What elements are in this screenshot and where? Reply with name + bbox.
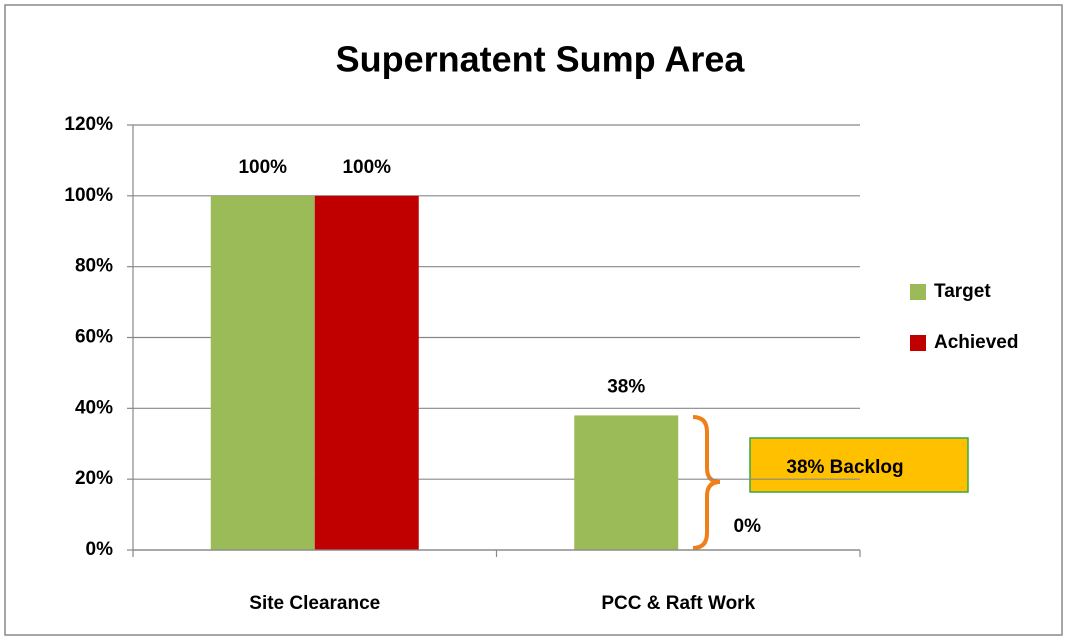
legend-label: Target	[934, 281, 991, 302]
y-tick-label: 120%	[64, 114, 113, 135]
chart-border	[4, 4, 1063, 636]
x-tick-label: Site Clearance	[249, 593, 380, 614]
data-label: 100%	[238, 157, 287, 178]
bar	[314, 195, 419, 551]
annotation: 38% Backlog	[786, 457, 903, 478]
y-tick-label: 20%	[75, 468, 113, 489]
data-label: 38%	[607, 376, 645, 397]
backlog-bracket	[692, 415, 721, 550]
y-tick-label: 40%	[75, 397, 113, 418]
y-tick-label: 100%	[64, 185, 113, 206]
legend-label: Achieved	[934, 332, 1018, 353]
y-tick-label: 60%	[75, 327, 113, 348]
legend-swatch	[910, 335, 926, 351]
data-label: 100%	[342, 157, 391, 178]
y-tick-label: 0%	[86, 539, 114, 560]
bar	[574, 415, 679, 550]
legend-swatch	[910, 284, 926, 300]
bar	[210, 195, 315, 551]
x-tick-label: PCC & Raft Work	[601, 593, 755, 614]
y-tick-label: 80%	[75, 256, 113, 277]
chart-title: Supernatent Sump Area	[336, 39, 746, 80]
annotation-box	[749, 437, 969, 493]
data-label: 0%	[734, 516, 762, 537]
